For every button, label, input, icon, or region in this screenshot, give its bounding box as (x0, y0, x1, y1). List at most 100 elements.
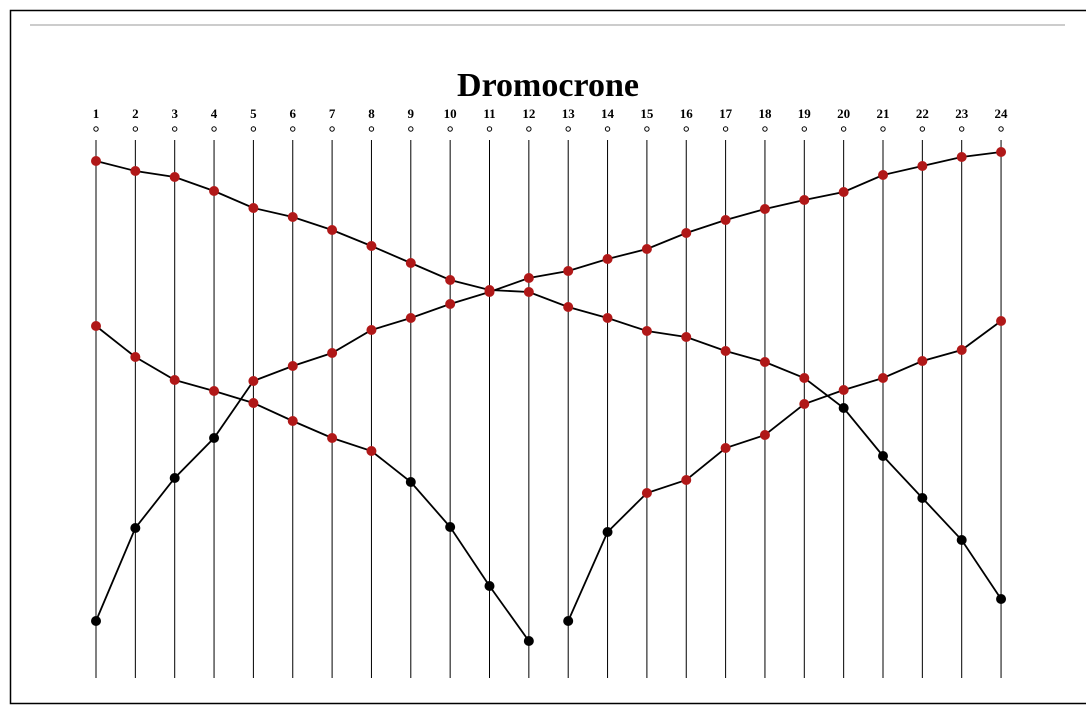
point (956, 152, 967, 162)
point (641, 326, 652, 336)
point (248, 398, 259, 408)
station-label: 4 (211, 106, 218, 121)
point (209, 386, 220, 396)
point (681, 332, 692, 342)
point (720, 346, 731, 356)
point (641, 244, 652, 254)
point (878, 170, 888, 180)
station-label: 10 (444, 106, 457, 121)
point (956, 345, 967, 355)
station-marker (368, 126, 375, 132)
point (641, 488, 652, 498)
point (956, 535, 967, 545)
station-marker (447, 126, 453, 132)
station-label: 7 (329, 106, 336, 121)
travel-curve (95, 151, 1002, 622)
station-marker (840, 126, 847, 132)
point (917, 161, 928, 171)
station-label: 15 (640, 106, 654, 121)
point (720, 215, 731, 225)
point (996, 147, 1007, 157)
station-label: 20 (837, 106, 850, 121)
station-label: 1 (93, 106, 100, 121)
point (287, 416, 298, 426)
point (523, 287, 534, 297)
point (169, 375, 180, 385)
station-label: 22 (916, 106, 929, 121)
station-marker (604, 126, 611, 132)
point (287, 212, 298, 222)
station-label: 8 (368, 106, 375, 121)
point (130, 352, 141, 362)
point (366, 325, 377, 335)
point (91, 156, 101, 166)
travel-curve (95, 325, 530, 642)
point (917, 356, 928, 366)
station-marker (998, 126, 1004, 132)
point (484, 287, 495, 297)
station-label: 23 (955, 106, 969, 121)
point (327, 348, 338, 358)
station-label: 11 (483, 106, 495, 121)
point (405, 258, 416, 268)
station-label: 5 (250, 106, 257, 121)
station-label: 17 (719, 106, 733, 121)
station-marker (919, 126, 926, 132)
station-label: 6 (290, 106, 297, 121)
station-marker (683, 126, 689, 132)
station-marker (762, 126, 768, 132)
station-label: 24 (995, 106, 1009, 121)
point (366, 241, 377, 251)
station-marker (801, 126, 807, 132)
point (287, 361, 298, 371)
station-label: 2 (132, 106, 139, 121)
station-marker (250, 126, 257, 132)
station-label: 13 (562, 106, 576, 121)
point (248, 203, 259, 213)
point (720, 443, 731, 453)
point (878, 373, 888, 383)
point (445, 275, 456, 285)
point (130, 166, 141, 176)
frame (9, 9, 1086, 705)
point (563, 616, 574, 626)
point (169, 473, 180, 483)
point (327, 433, 338, 443)
point (838, 403, 849, 413)
point (799, 195, 810, 205)
point (602, 527, 613, 537)
point (91, 321, 101, 331)
point (681, 475, 692, 485)
point (996, 594, 1007, 604)
point (878, 451, 888, 461)
point (563, 302, 574, 312)
point (366, 446, 377, 456)
station-marker (722, 126, 729, 132)
station-marker (880, 126, 886, 132)
station-label: 21 (877, 106, 890, 121)
point (130, 523, 141, 533)
travel-curve (567, 320, 1002, 622)
station-marker (93, 126, 99, 132)
point (523, 636, 534, 646)
point (799, 399, 810, 409)
point (602, 313, 613, 323)
station-label: 18 (758, 106, 772, 121)
point (209, 186, 220, 196)
point (917, 493, 928, 503)
point (484, 581, 495, 591)
point (838, 385, 849, 395)
point (838, 187, 849, 197)
point (681, 228, 692, 238)
station-label: 19 (798, 106, 812, 121)
station-marker (526, 126, 532, 132)
point (248, 376, 259, 386)
point (405, 477, 416, 487)
station-marker (644, 126, 650, 132)
point (327, 225, 338, 235)
station-label: 3 (171, 106, 178, 121)
chart-title: Dromocrone (457, 67, 639, 104)
station-marker (172, 126, 178, 132)
station-marker (486, 126, 493, 132)
point (563, 266, 574, 276)
